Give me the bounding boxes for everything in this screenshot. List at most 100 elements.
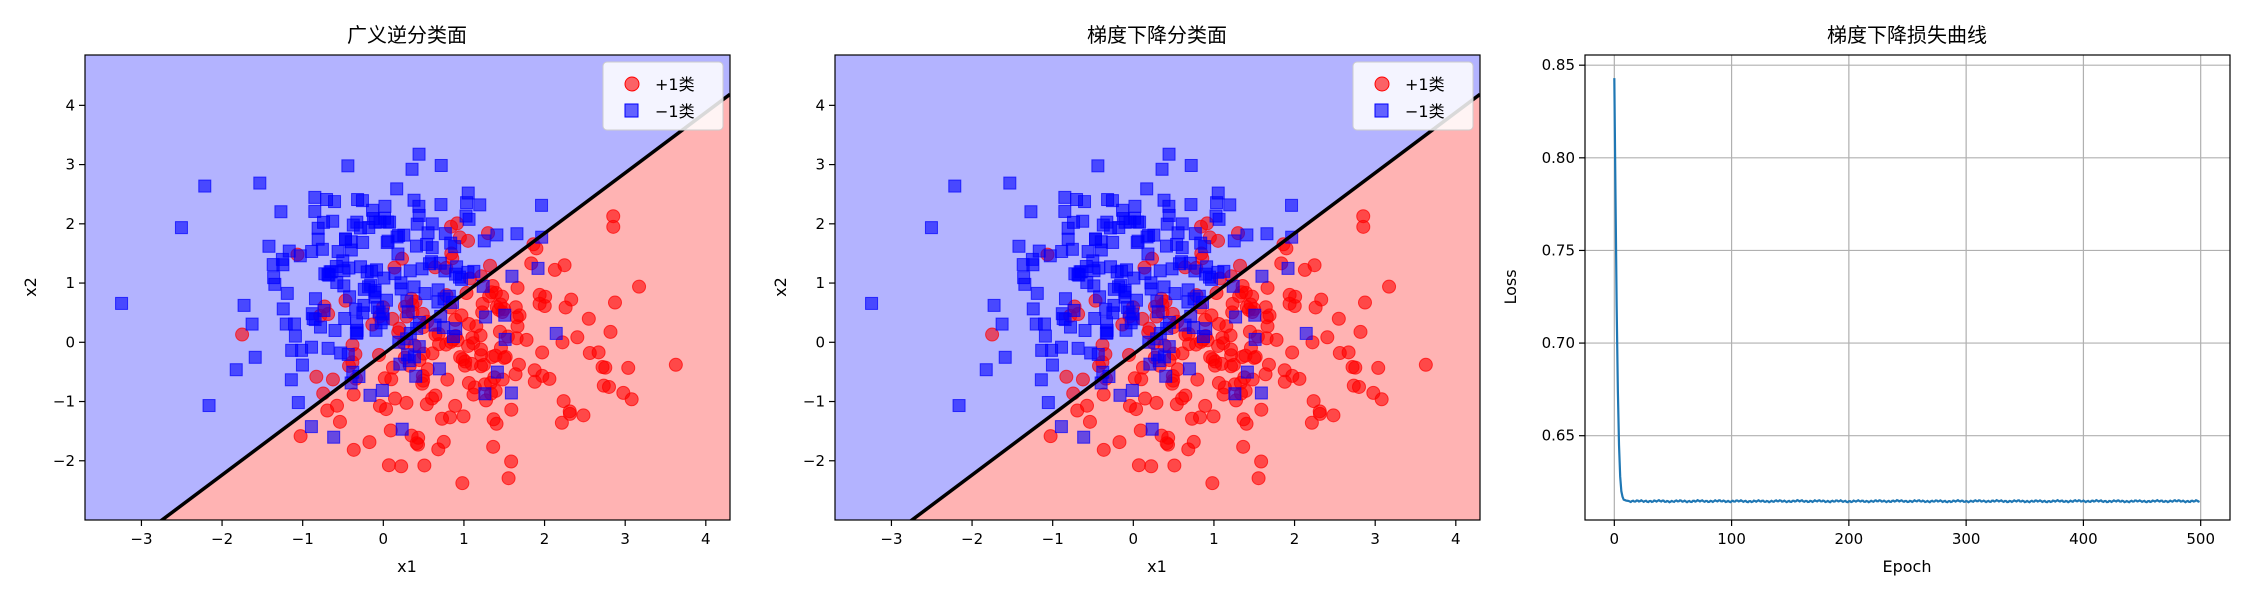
data-point-negative	[253, 176, 267, 190]
data-point-positive	[511, 357, 526, 372]
data-point-positive	[1254, 402, 1269, 417]
data-point-negative	[1113, 388, 1127, 402]
data-point-positive	[466, 387, 481, 402]
data-point-negative	[320, 193, 334, 207]
data-point-negative	[434, 198, 448, 212]
legend-label-negative: −1类	[1405, 102, 1445, 121]
data-point-positive	[582, 346, 597, 361]
data-point-negative	[1093, 290, 1107, 304]
data-point-negative	[349, 326, 363, 340]
x-axis-label: Epoch	[1883, 557, 1932, 576]
data-point-negative	[379, 293, 393, 307]
data-point-positive	[448, 398, 463, 413]
data-point-negative	[1260, 227, 1274, 241]
data-point-negative	[1081, 245, 1095, 259]
data-point-negative	[202, 399, 216, 413]
y-tick-label: 0	[815, 333, 825, 351]
x-tick-label: 4	[1451, 530, 1461, 548]
data-point-positive	[1127, 371, 1142, 386]
data-point-positive	[1225, 296, 1240, 311]
data-point-negative	[311, 232, 325, 246]
data-point-negative	[383, 215, 397, 229]
data-point-negative	[421, 226, 435, 240]
data-point-negative	[198, 179, 212, 193]
data-point-positive	[442, 410, 457, 425]
data-point-negative	[1043, 249, 1057, 263]
data-point-negative	[549, 326, 563, 340]
data-point-negative	[409, 369, 423, 383]
data-point-positive	[1382, 279, 1397, 294]
data-point-negative	[1030, 286, 1044, 300]
data-point-positive	[489, 416, 504, 431]
panel-generalized-inverse: 广义逆分类面 −3 −2 −1 0 1 2 3 4 −2 −1 0 1 2 3 4 x1 x2 +1类 −1…	[21, 23, 731, 576]
data-point-positive	[985, 327, 1000, 342]
data-point-negative	[115, 296, 129, 310]
data-point-negative	[432, 362, 446, 376]
data-point-positive	[456, 409, 471, 424]
data-point-negative	[1157, 280, 1171, 294]
data-point-negative	[1187, 292, 1201, 306]
data-point-negative	[1118, 284, 1132, 298]
data-point-positive	[455, 476, 470, 491]
data-point-negative	[1129, 293, 1143, 307]
data-point-negative	[339, 232, 353, 246]
data-point-negative	[248, 350, 262, 364]
x-tick-label: −2	[961, 530, 983, 548]
data-point-negative	[437, 292, 451, 306]
data-point-positive	[461, 316, 476, 331]
data-point-negative	[343, 290, 357, 304]
data-point-negative	[1188, 227, 1202, 241]
data-point-negative	[284, 373, 298, 387]
data-point-negative	[436, 321, 450, 335]
data-point-positive	[293, 429, 308, 444]
data-point-positive	[668, 357, 683, 372]
data-point-negative	[1041, 396, 1055, 410]
legend: +1类 −1类	[602, 61, 724, 131]
data-point-negative	[330, 275, 344, 289]
y-axis-label: x2	[21, 277, 40, 297]
data-point-negative	[1071, 341, 1085, 355]
data-point-negative	[438, 227, 452, 241]
data-point-positive	[1224, 348, 1239, 363]
data-point-negative	[1144, 282, 1158, 296]
data-point-positive	[1186, 434, 1201, 449]
data-point-negative	[329, 259, 343, 273]
plot-frame	[834, 54, 1481, 521]
data-point-positive	[1312, 404, 1327, 419]
data-point-negative	[452, 270, 466, 284]
data-point-negative	[477, 234, 491, 248]
data-point-negative	[1184, 198, 1198, 212]
legend-label-negative: −1类	[655, 102, 695, 121]
data-point-positive	[1236, 439, 1251, 454]
data-point-negative	[434, 158, 448, 172]
data-point-negative	[425, 255, 439, 269]
data-point-positive	[383, 423, 398, 438]
plot-frame	[84, 54, 731, 521]
data-point-negative	[1003, 176, 1017, 190]
data-point-positive	[428, 388, 443, 403]
data-point-positive	[1178, 388, 1193, 403]
data-point-positive	[621, 360, 636, 375]
data-point-negative	[1034, 373, 1048, 387]
data-point-negative	[1026, 302, 1040, 316]
x-tick-label: 0	[1129, 530, 1139, 548]
y-tick-label: −1	[803, 393, 825, 411]
data-point-positive	[1260, 280, 1275, 295]
data-point-negative	[448, 240, 462, 254]
data-point-positive	[1251, 471, 1266, 486]
data-point-negative	[1055, 307, 1069, 321]
data-point-negative	[1199, 322, 1213, 336]
data-point-positive	[1285, 345, 1300, 360]
data-point-positive	[603, 324, 618, 339]
data-point-negative	[1240, 365, 1254, 379]
data-point-negative	[1211, 186, 1225, 200]
data-point-negative	[1133, 215, 1147, 229]
data-point-negative	[1131, 234, 1145, 248]
data-point-positive	[1418, 357, 1433, 372]
data-point-negative	[1058, 204, 1072, 218]
data-point-negative	[1054, 420, 1068, 434]
data-point-negative	[1281, 261, 1295, 275]
data-point-positive	[440, 372, 455, 387]
legend-marker-positive	[624, 76, 640, 92]
data-point-negative	[375, 383, 389, 397]
